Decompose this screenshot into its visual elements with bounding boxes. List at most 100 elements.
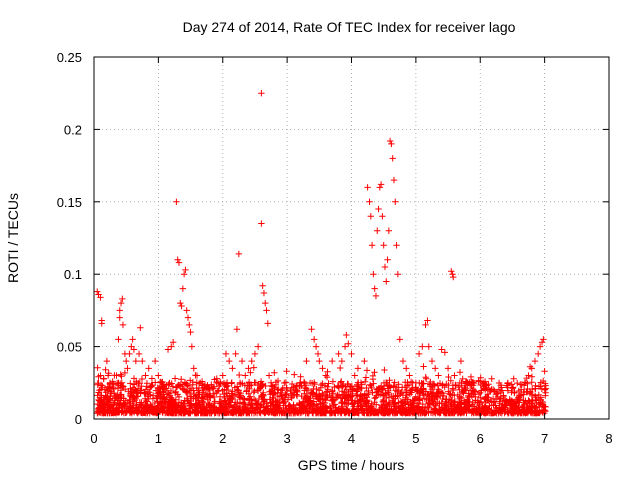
data-point [502, 401, 510, 408]
data-point [258, 90, 265, 97]
data-point [129, 336, 136, 343]
data-point [394, 271, 402, 278]
data-point [376, 184, 384, 191]
x-tick-label: 2 [219, 431, 226, 446]
data-point [259, 282, 266, 289]
data-point [113, 372, 120, 379]
data-point [525, 372, 532, 379]
y-tick-label: 0.15 [57, 195, 82, 210]
data-point [435, 372, 442, 379]
data-point [536, 343, 544, 350]
data-point [477, 389, 484, 397]
data-point [110, 383, 117, 391]
data-point [169, 339, 177, 346]
data-point [104, 372, 112, 379]
data-point [265, 372, 273, 379]
data-point [444, 365, 452, 372]
data-point [385, 227, 393, 234]
data-point [343, 331, 350, 339]
data-point [406, 372, 413, 379]
data-point [375, 205, 382, 213]
data-point [187, 328, 194, 336]
data-point [106, 379, 114, 386]
data-point [303, 357, 310, 365]
data-point [180, 271, 188, 278]
data-point [274, 386, 281, 394]
data-point [213, 389, 220, 397]
data-point [283, 386, 291, 394]
dense-points [94, 363, 550, 417]
data-point [188, 343, 196, 350]
x-axis-title: GPS time / hours [298, 457, 405, 473]
y-tick-label: 0.25 [57, 50, 82, 65]
data-point [100, 375, 107, 382]
data-point [448, 268, 455, 275]
data-point [316, 357, 323, 365]
y-tick-label: 0 [75, 412, 82, 427]
data-point [164, 346, 172, 353]
data-point [351, 372, 358, 379]
data-point [451, 372, 458, 379]
data-point [206, 386, 214, 394]
data-point [296, 379, 304, 386]
data-point [390, 176, 398, 184]
y-tick-labels: 0 0.05 0.1 0.15 0.2 0.25 [57, 50, 82, 427]
data-point [531, 357, 539, 365]
data-point [254, 343, 262, 350]
data-point [386, 137, 394, 145]
data-point [132, 357, 140, 365]
data-point [119, 295, 126, 303]
data-point [142, 372, 149, 379]
y-tick-label: 0.1 [64, 267, 82, 282]
data-point [102, 366, 109, 373]
x-tick-label: 8 [605, 431, 612, 446]
data-point [441, 349, 449, 356]
data-point [290, 383, 297, 391]
data-point [438, 346, 445, 353]
data-point [380, 242, 387, 249]
data-point [235, 250, 243, 258]
data-point [381, 263, 389, 271]
data-point [396, 336, 403, 343]
data-point [322, 372, 329, 379]
data-point [179, 285, 187, 292]
data-point [449, 271, 456, 278]
data-point [222, 350, 230, 358]
x-tick-label: 4 [348, 431, 355, 446]
data-point [262, 299, 269, 307]
data-point [122, 357, 130, 365]
data-point [470, 386, 478, 394]
data-point [130, 346, 138, 353]
data-point [314, 350, 322, 358]
data-point [431, 365, 439, 372]
data-point [151, 357, 159, 365]
data-point [173, 198, 180, 205]
data-point [383, 278, 390, 285]
data-point [377, 181, 385, 188]
data-point [115, 336, 122, 343]
data-point [328, 357, 336, 365]
data-point [379, 213, 386, 220]
y-tick-label: 0.05 [57, 340, 82, 355]
x-tick-label: 5 [412, 431, 419, 446]
data-point [126, 350, 133, 358]
data-point [97, 372, 104, 379]
data-point [178, 302, 185, 310]
data-point [168, 343, 175, 350]
data-point [371, 285, 378, 292]
data-point [277, 389, 284, 397]
data-point [374, 227, 381, 234]
grid [94, 57, 609, 419]
data-point [184, 314, 192, 321]
data-point [399, 357, 407, 365]
data-point [175, 259, 183, 266]
data-point [271, 383, 278, 391]
data-point [264, 320, 272, 327]
data-point [229, 365, 236, 372]
y-tick-label: 0.2 [64, 122, 82, 137]
data-point [97, 294, 104, 301]
data-point [335, 350, 342, 358]
data-point [225, 357, 233, 365]
data-point [137, 324, 144, 331]
